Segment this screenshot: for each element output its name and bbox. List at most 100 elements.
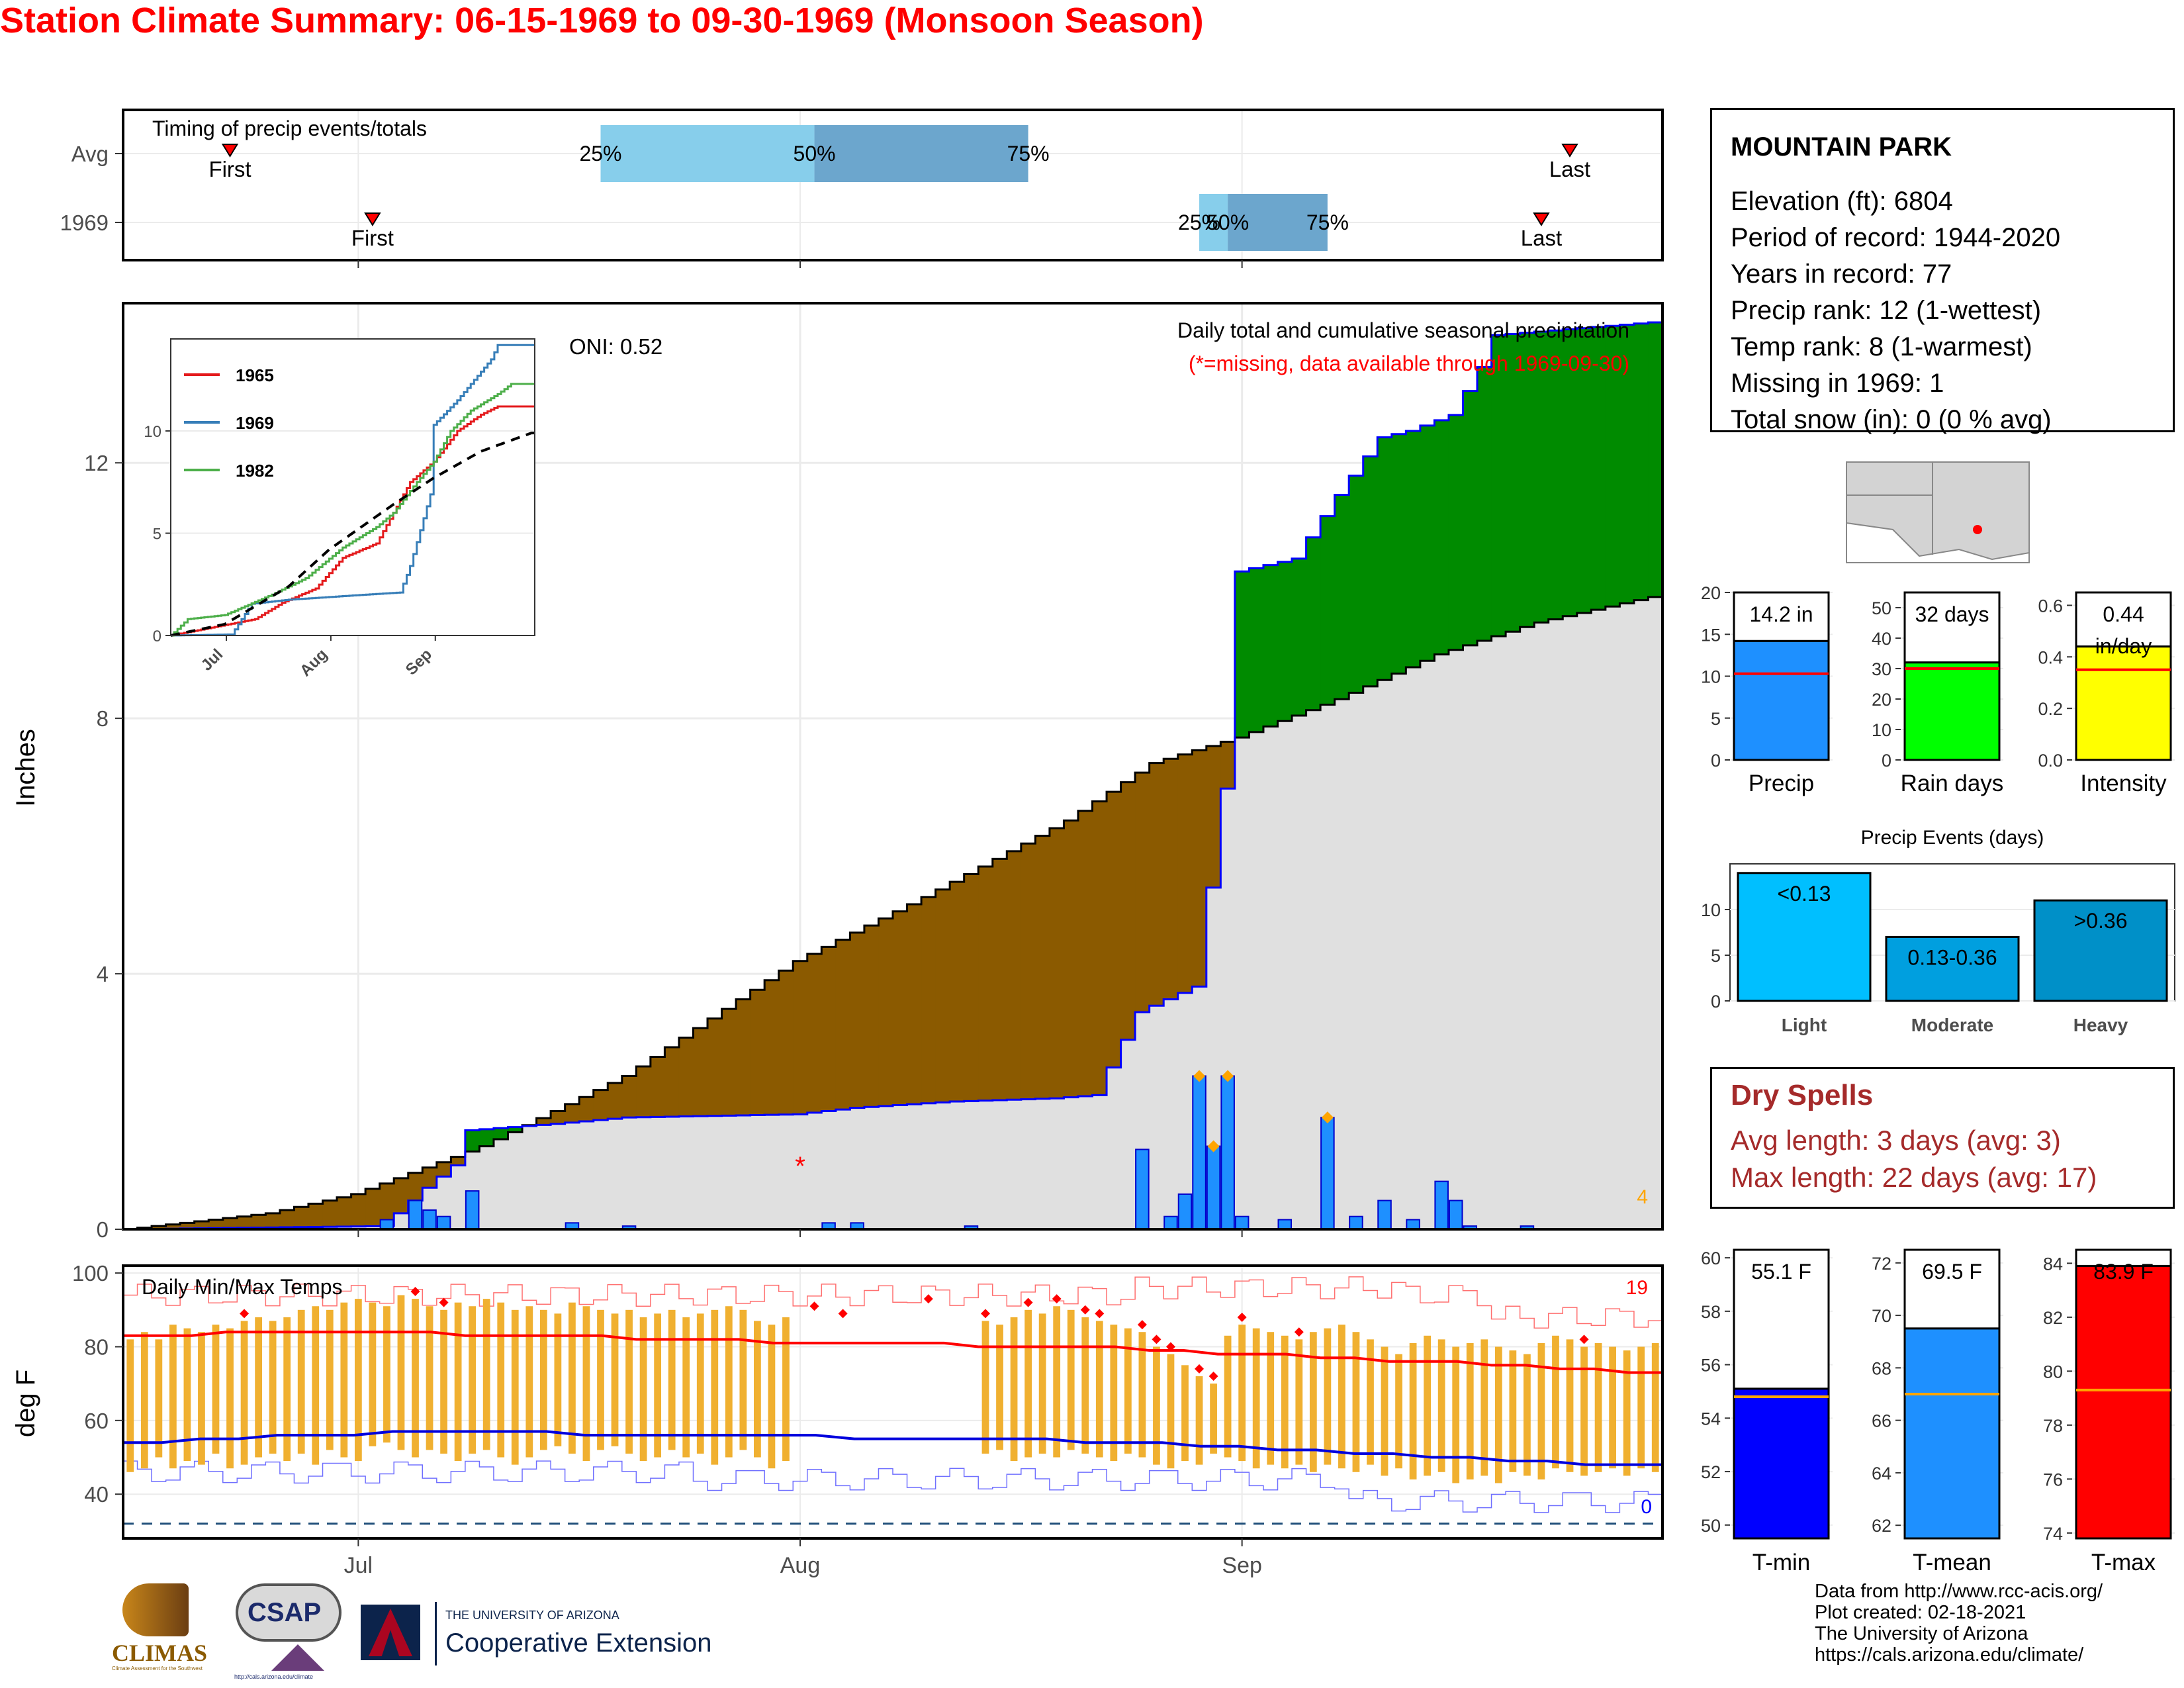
main-annotation-title: Daily total and cumulative seasonal prec… xyxy=(1177,318,1629,342)
deficit-fill xyxy=(1163,759,1179,1000)
deficit-fill xyxy=(1107,792,1122,1068)
intensity-label-box xyxy=(2075,591,2172,648)
timing-first-label: First xyxy=(208,157,251,181)
daily-temp-bar xyxy=(1437,1339,1445,1472)
station-missing: Missing in 1969: 1 xyxy=(1731,369,1944,398)
station-snow: Total snow (in): 0 (0 % avg) xyxy=(1731,405,2052,434)
daily-temp-bar xyxy=(1295,1339,1303,1465)
intensity-ytick-label-2: 0.4 xyxy=(2038,647,2063,667)
inset-ytick-label-1: 5 xyxy=(153,526,161,543)
extreme-precip-marker xyxy=(1222,1070,1234,1082)
daily-precip-bar xyxy=(1320,1117,1335,1230)
t-mean-ytick-label-3: 68 xyxy=(1872,1358,1891,1378)
deficit-fill xyxy=(180,1223,195,1229)
surplus-fill xyxy=(1477,367,1492,641)
surplus-fill xyxy=(1234,571,1250,738)
timing-last-label: Last xyxy=(1521,226,1562,250)
intensity-value-label: in/day xyxy=(2095,634,2152,658)
footer-line-created: Plot created: 02-18-2021 xyxy=(1815,1602,2026,1623)
deficit-fill xyxy=(536,1118,551,1125)
main-ytick-label-0: 0 xyxy=(97,1217,109,1242)
surplus-fill xyxy=(493,1128,509,1139)
t-mean-ytick-label-5: 72 xyxy=(1872,1254,1891,1274)
station-name: MOUNTAIN PARK xyxy=(1731,132,1952,162)
t-mean-ytick-label-0: 62 xyxy=(1872,1516,1891,1536)
t-max-ytick-label-2: 78 xyxy=(2043,1416,2063,1436)
deficit-fill xyxy=(152,1226,167,1229)
surplus-fill xyxy=(1434,420,1449,655)
daily-temp-bar xyxy=(1195,1376,1203,1465)
map-states xyxy=(1846,461,2030,561)
surplus-fill xyxy=(1334,494,1349,700)
dry-spells-title: Dry Spells xyxy=(1731,1079,1874,1111)
deficit-fill xyxy=(351,1194,366,1227)
daily-temp-bar xyxy=(155,1339,163,1458)
t-max-ytick-label-1: 76 xyxy=(2043,1470,2063,1489)
deficit-fill xyxy=(835,939,850,1110)
deficit-fill xyxy=(864,925,880,1107)
record-high-marker xyxy=(923,1294,933,1304)
daily-temp-bar xyxy=(454,1302,462,1462)
deficit-fill xyxy=(764,980,780,1115)
precip-events-value-label: >0.36 xyxy=(2074,909,2128,933)
surplus-fill xyxy=(508,1127,523,1133)
station-temp-rank: Temp rank: 8 (1-warmest) xyxy=(1731,332,2032,361)
daily-temp-bar xyxy=(240,1321,248,1465)
precip-total-bar xyxy=(1733,639,1830,761)
timing-q75-label: 75% xyxy=(1007,142,1050,165)
avg-tmin-line xyxy=(123,1430,1662,1466)
daily-temp-bar xyxy=(1309,1332,1317,1472)
inset-line-1982 xyxy=(171,383,535,637)
footer-line-data: Data from http://www.rcc-acis.org/ xyxy=(1815,1581,2103,1602)
deficit-fill xyxy=(436,1162,451,1177)
surplus-fill xyxy=(1648,322,1663,597)
daily-temp-bar xyxy=(255,1317,262,1458)
daily-precip-bar xyxy=(422,1209,437,1231)
daily-temp-bar xyxy=(1110,1325,1118,1462)
daily-precip-bar xyxy=(436,1215,451,1231)
station-elevation: Elevation (ft): 6804 xyxy=(1731,187,1953,216)
daily-temp-bar xyxy=(1038,1313,1046,1454)
daily-temp-bar xyxy=(1524,1354,1531,1476)
daily-precip-bar xyxy=(379,1219,394,1231)
inset-line-1969 xyxy=(171,344,535,637)
surplus-fill xyxy=(1263,565,1279,727)
daily-temp-bar xyxy=(1224,1335,1232,1458)
daily-precip-bar xyxy=(1163,1215,1178,1231)
station-years: Years in record: 77 xyxy=(1731,259,1952,289)
precip-events-value-label: 0.13-0.36 xyxy=(1907,945,1997,969)
daily-temp-bar xyxy=(539,1309,547,1450)
surplus-fill xyxy=(1292,558,1307,716)
deficit-fill xyxy=(408,1172,423,1201)
temp-panel-title: Daily Min/Max Temps xyxy=(142,1275,342,1299)
location-map xyxy=(1846,461,2030,563)
deficit-fill xyxy=(850,932,865,1108)
daily-precip-bar xyxy=(1406,1219,1420,1231)
daily-temp-bar xyxy=(169,1325,177,1469)
t-min-bar xyxy=(1733,1387,1830,1540)
record-high-marker xyxy=(1137,1320,1147,1330)
daily-temp-bar xyxy=(1138,1332,1146,1458)
deficit-fill xyxy=(907,904,922,1105)
deficit-fill xyxy=(678,1037,694,1117)
deficit-fill xyxy=(237,1216,252,1228)
daily-temp-bar xyxy=(1367,1339,1374,1465)
temp-freeze-count: 0 xyxy=(1641,1496,1652,1518)
daily-temp-bar xyxy=(1095,1321,1103,1458)
deficit-fill xyxy=(379,1183,394,1227)
temp-ytick-label-1: 60 xyxy=(84,1409,109,1433)
temp-ytick-label-3: 100 xyxy=(72,1261,109,1286)
deficit-fill xyxy=(308,1203,324,1227)
deficit-fill xyxy=(778,970,794,1115)
daily-temp-bar xyxy=(1053,1306,1061,1458)
rain-days-ytick-label-1: 10 xyxy=(1872,720,1891,740)
inset-line-1965 xyxy=(171,405,535,637)
csap-logo-url: http://cals.arizona.edu/climate xyxy=(234,1673,314,1680)
precip-events-bar-moderate xyxy=(1885,935,2020,1002)
timing-q50-label: 50% xyxy=(794,142,836,165)
timing-q50-label: 50% xyxy=(1206,211,1249,234)
daily-temp-bar xyxy=(696,1313,704,1454)
daily-temp-bar xyxy=(383,1306,390,1443)
deficit-fill xyxy=(978,866,993,1101)
daily-temp-bar xyxy=(1409,1342,1417,1479)
